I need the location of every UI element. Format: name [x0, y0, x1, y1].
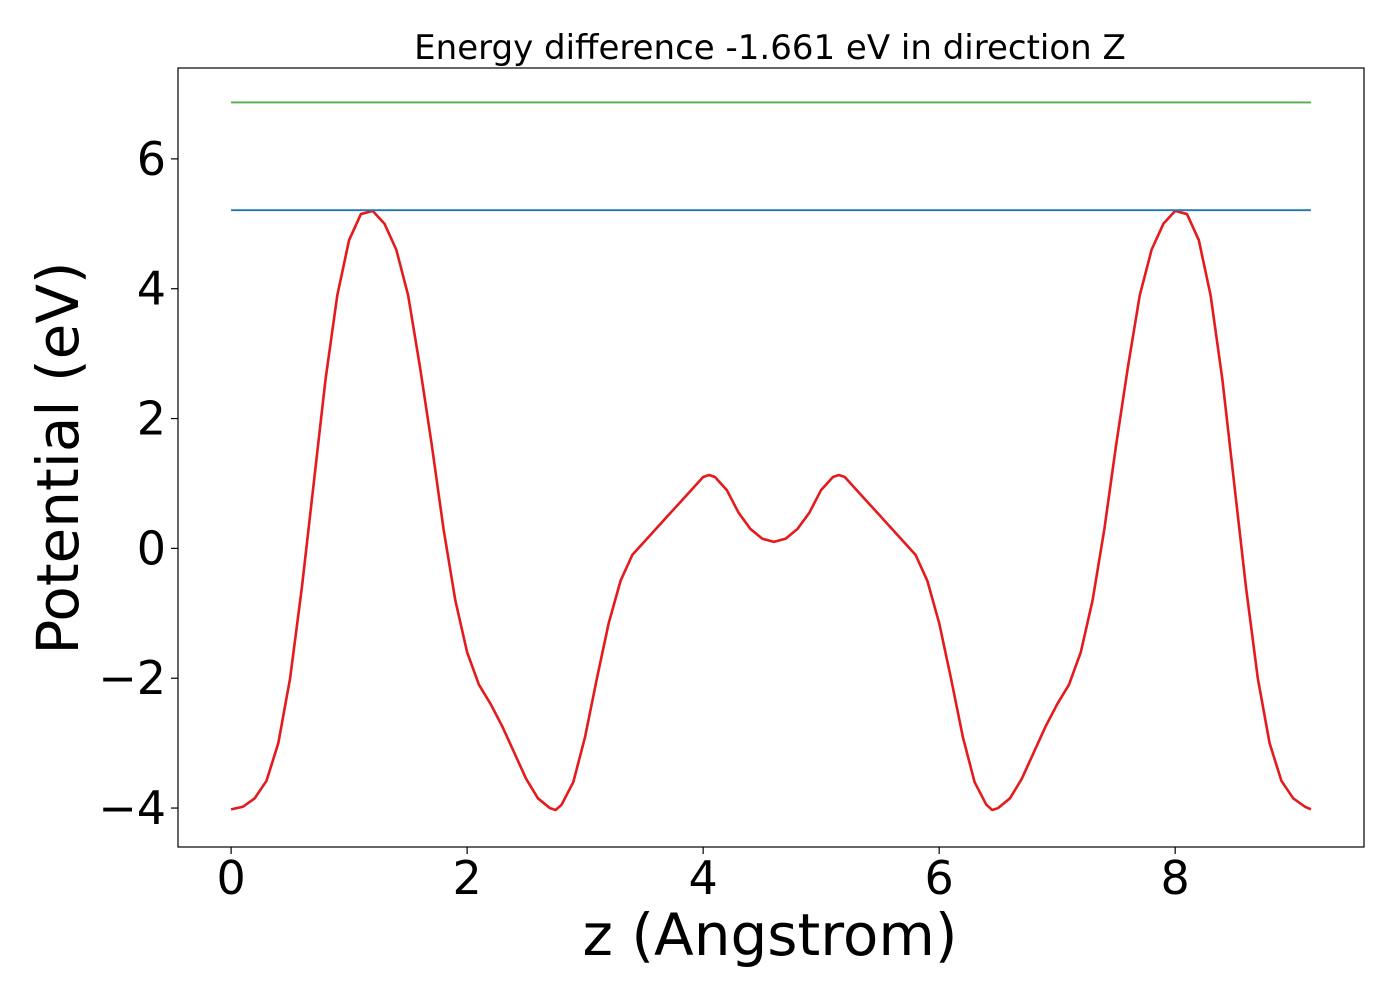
y-tick-label: 4 [137, 262, 166, 316]
x-tick-label: 4 [689, 851, 718, 905]
series-line-0 [230, 209, 1312, 812]
x-tick-label: 0 [216, 851, 245, 905]
chart-title: Energy difference -1.661 eV in direction… [414, 28, 1126, 68]
x-tick-label: 6 [925, 851, 954, 905]
y-tick-label: −2 [98, 651, 166, 705]
y-tick-label: −4 [98, 781, 166, 835]
y-tick-label: 0 [137, 521, 166, 575]
y-tick-label: 2 [137, 392, 166, 446]
x-tick-label: 2 [452, 851, 481, 905]
x-axis-ticks: 0 2 4 6 8 [216, 847, 1190, 905]
y-tick-label: 6 [137, 132, 166, 186]
x-axis-label: z (Angstrom) [583, 901, 958, 969]
plot-frame [177, 67, 1365, 848]
x-tick-label: 8 [1161, 851, 1190, 905]
y-axis-label: Potential (eV) [24, 261, 92, 654]
series-layer [230, 101, 1312, 812]
y-axis-ticks: −4 −2 0 2 4 6 [98, 132, 178, 835]
